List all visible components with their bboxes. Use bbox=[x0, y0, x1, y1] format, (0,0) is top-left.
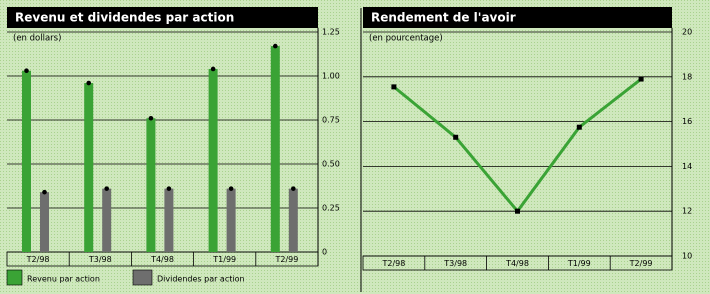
category-row bbox=[6, 251, 319, 267]
bar bbox=[288, 188, 298, 252]
x-tick-label: T2/99 bbox=[629, 259, 653, 268]
y-tick-label: 18 bbox=[682, 72, 692, 81]
bar bbox=[102, 188, 112, 252]
y-tick-label: 20 bbox=[682, 28, 692, 37]
bar-cap bbox=[291, 186, 296, 191]
legend-swatch bbox=[132, 269, 153, 286]
point bbox=[391, 84, 397, 90]
bar-cap bbox=[166, 186, 172, 191]
bar bbox=[146, 118, 156, 253]
category-row bbox=[362, 255, 673, 271]
title-bar bbox=[7, 7, 318, 28]
x-tick-label: T1/99 bbox=[212, 255, 236, 264]
bar bbox=[270, 46, 280, 252]
x-tick-label: T3/98 bbox=[88, 255, 112, 264]
bar-cap bbox=[104, 186, 109, 191]
bar-cap bbox=[148, 115, 154, 121]
x-tick-label: T3/98 bbox=[443, 259, 467, 268]
point bbox=[515, 208, 520, 214]
x-tick-label: T4/98 bbox=[505, 259, 529, 268]
y-tick-label: 12 bbox=[682, 207, 692, 216]
x-tick-label: T1/99 bbox=[567, 259, 591, 268]
bar-cap bbox=[86, 80, 91, 86]
chart-subtitle: (en pourcentage) bbox=[369, 34, 443, 44]
bar-cap bbox=[228, 186, 234, 191]
x-tick-label: T2/98 bbox=[26, 255, 50, 264]
legend-swatch bbox=[6, 269, 23, 286]
point bbox=[638, 76, 644, 82]
chart-title: Revenu et dividendes par action bbox=[15, 11, 234, 25]
chart-subtitle: (en dollars) bbox=[13, 34, 61, 44]
bar-cap bbox=[24, 68, 29, 74]
bar bbox=[22, 70, 31, 252]
title-bar bbox=[363, 7, 672, 28]
bar bbox=[40, 192, 49, 252]
y-tick-label: 1.00 bbox=[322, 72, 340, 81]
point bbox=[576, 124, 582, 130]
legend-label: Revenu par action bbox=[27, 275, 100, 284]
legend-label: Dividendes par action bbox=[157, 275, 245, 284]
x-tick-label: T4/98 bbox=[150, 255, 174, 264]
y-tick-label: 0.75 bbox=[322, 116, 340, 125]
chart-title: Rendement de l'avoir bbox=[371, 11, 516, 25]
bar bbox=[84, 83, 94, 252]
y-tick-label: 14 bbox=[682, 162, 692, 171]
bar bbox=[164, 188, 174, 252]
x-tick-label: T2/99 bbox=[274, 255, 298, 264]
y-tick-label: 10 bbox=[682, 252, 692, 261]
point bbox=[453, 134, 459, 140]
bar-cap bbox=[210, 66, 216, 72]
y-tick-label: 16 bbox=[682, 117, 692, 126]
bar-cap bbox=[42, 189, 47, 195]
bar bbox=[208, 68, 218, 253]
bar bbox=[226, 188, 236, 252]
x-tick-label: T2/98 bbox=[381, 259, 405, 268]
y-tick-label: 1.25 bbox=[322, 28, 340, 37]
y-tick-label: 0.25 bbox=[322, 204, 340, 213]
y-tick-label: 0 bbox=[322, 248, 327, 257]
y-tick-label: 0.50 bbox=[322, 160, 340, 169]
bar-cap bbox=[273, 43, 278, 49]
